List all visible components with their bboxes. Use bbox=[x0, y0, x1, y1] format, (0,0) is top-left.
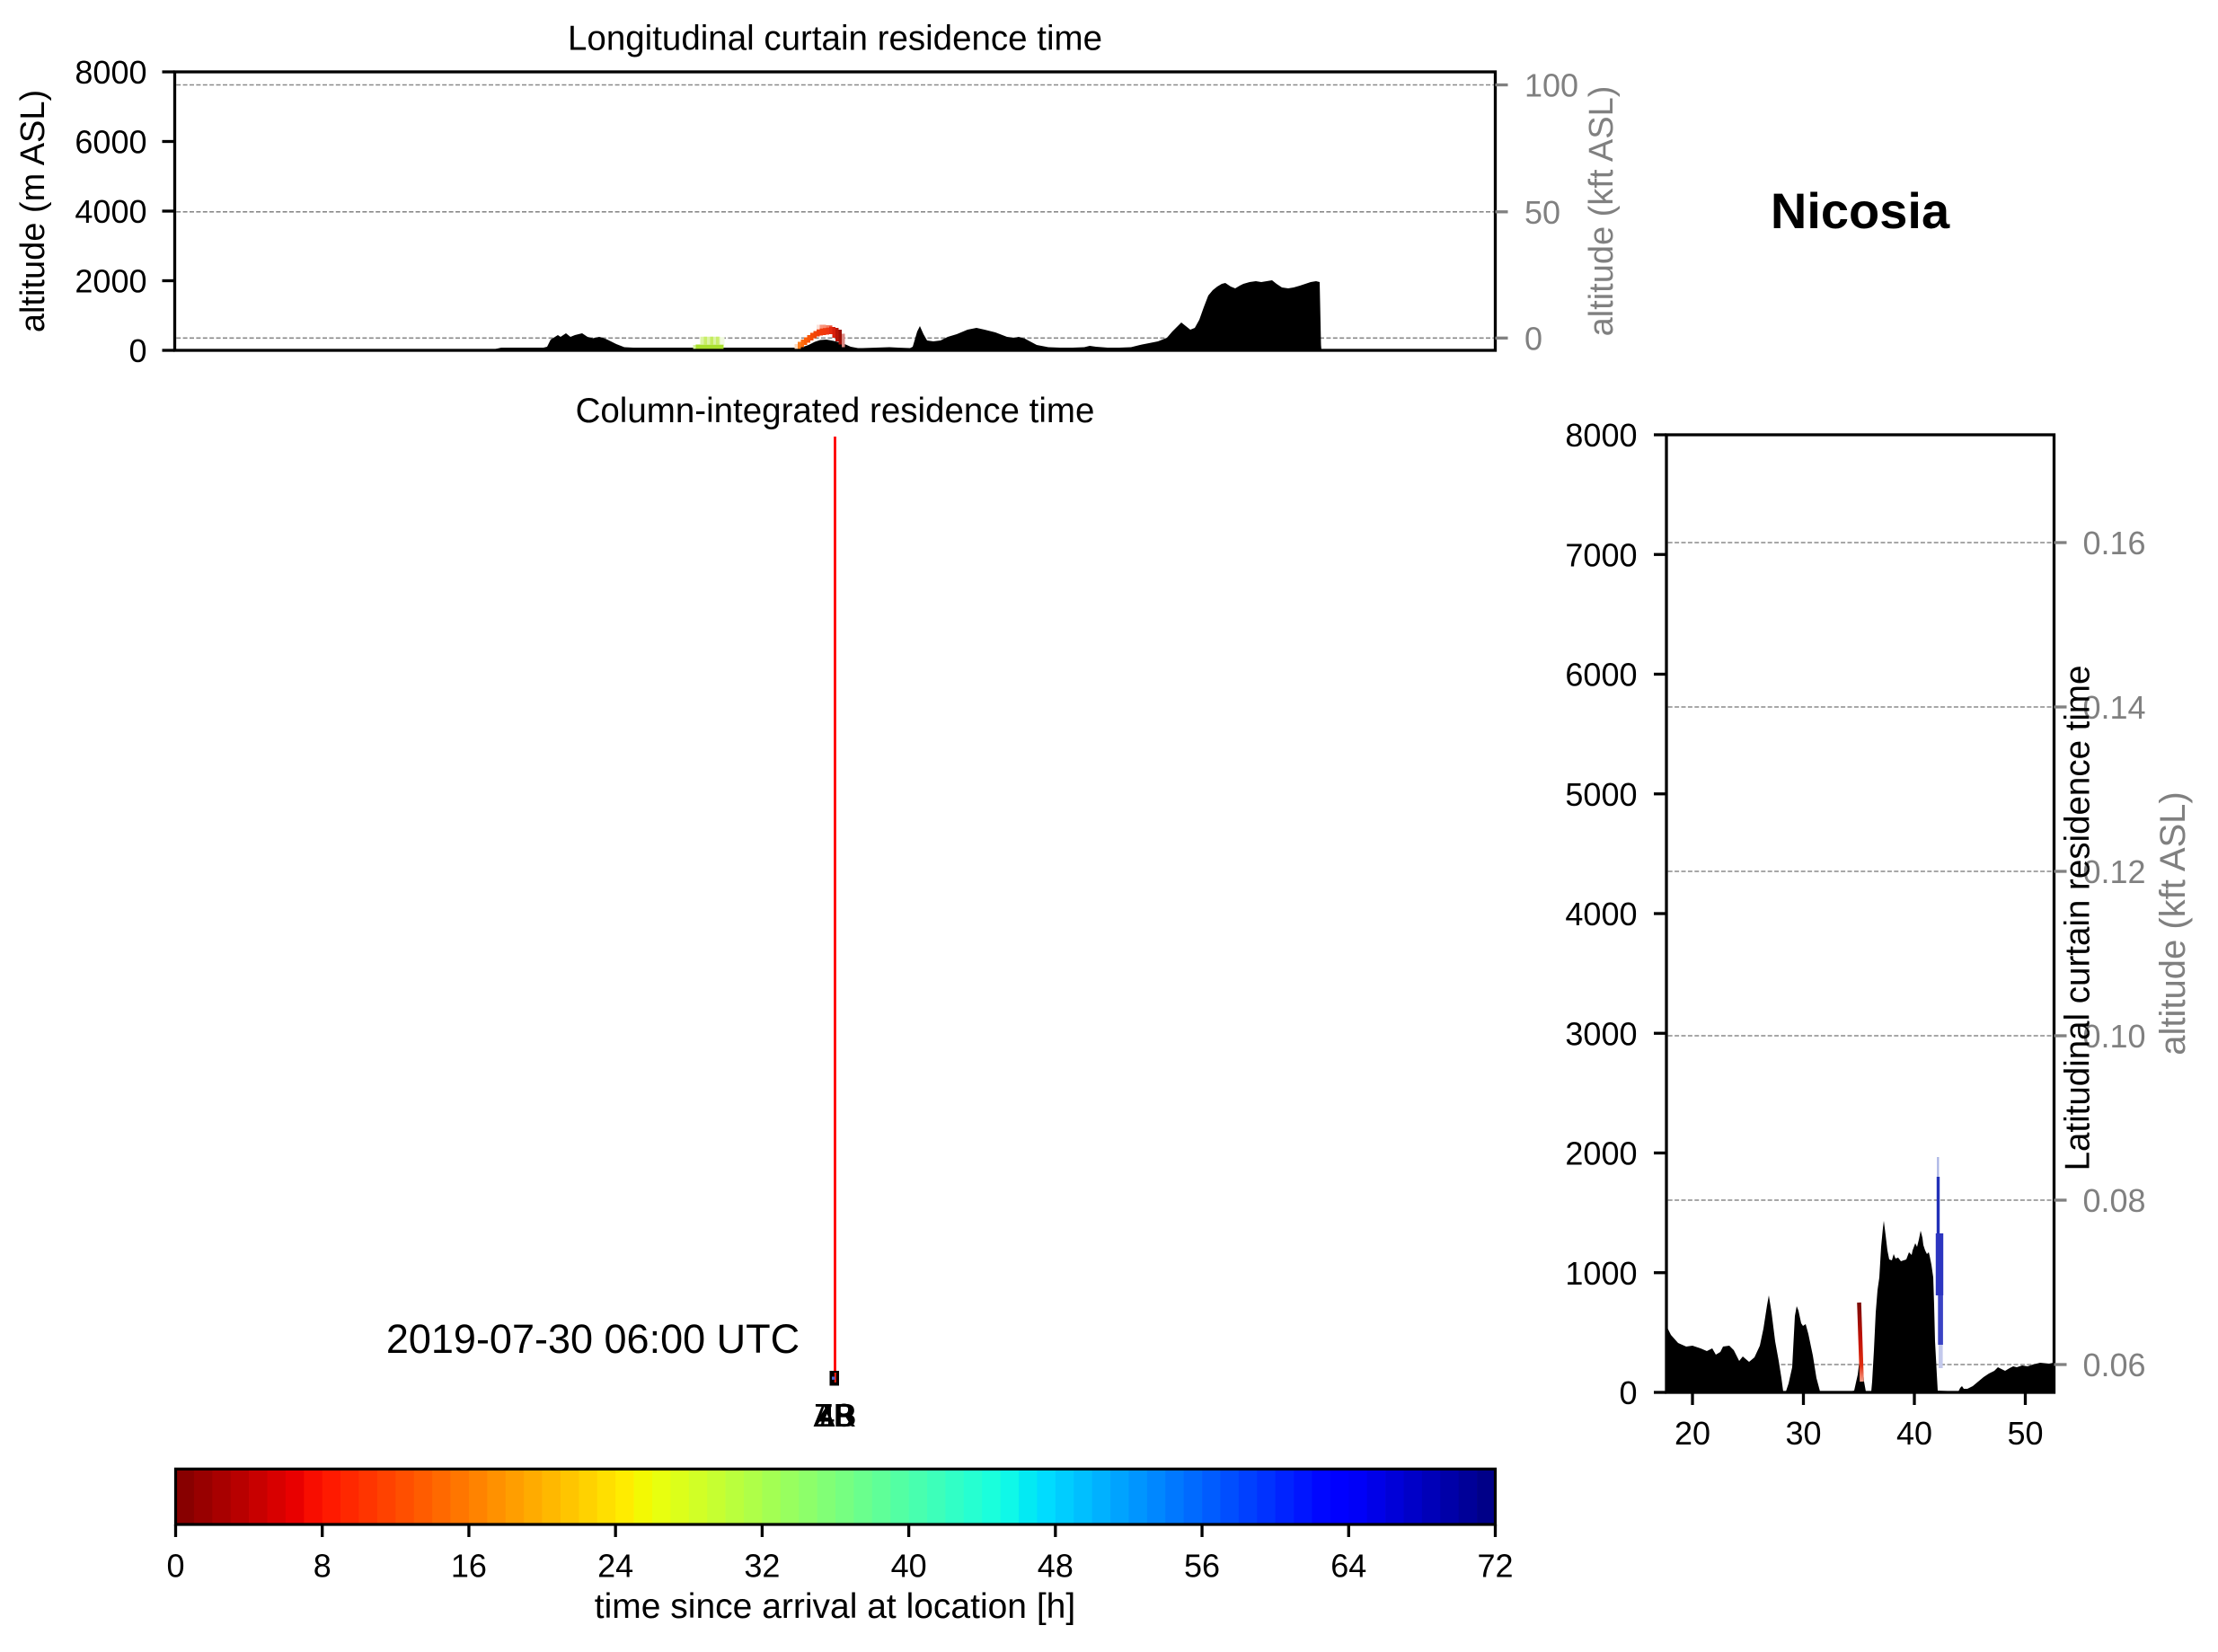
svg-text:2019-07-30 06:00 UTC: 2019-07-30 06:00 UTC bbox=[386, 1316, 800, 1362]
svg-text:6000: 6000 bbox=[75, 124, 146, 161]
svg-text:Column-integrated residence ti: Column-integrated residence time bbox=[576, 392, 1095, 430]
svg-text:50: 50 bbox=[2007, 1415, 2043, 1452]
svg-text:8000: 8000 bbox=[1565, 417, 1637, 454]
svg-text:AB: AB bbox=[813, 1397, 856, 1434]
svg-text:72: 72 bbox=[1477, 1548, 1513, 1585]
svg-text:altitude (m ASL): altitude (m ASL) bbox=[14, 90, 52, 332]
svg-text:Longitudinal curtain residence: Longitudinal curtain residence time bbox=[568, 20, 1102, 58]
svg-text:40: 40 bbox=[1896, 1415, 1932, 1452]
svg-text:30: 30 bbox=[1785, 1415, 1821, 1452]
svg-text:0: 0 bbox=[128, 332, 146, 369]
svg-text:32: 32 bbox=[744, 1548, 780, 1585]
svg-text:2000: 2000 bbox=[1565, 1135, 1637, 1172]
svg-text:40: 40 bbox=[891, 1548, 927, 1585]
svg-text:56: 56 bbox=[1184, 1548, 1220, 1585]
svg-text:ZR: ZR bbox=[814, 1397, 857, 1434]
svg-text:4000: 4000 bbox=[75, 193, 146, 230]
svg-text:48: 48 bbox=[817, 1397, 853, 1434]
svg-text:4000: 4000 bbox=[1565, 896, 1637, 932]
svg-text:0.14: 0.14 bbox=[2083, 689, 2146, 726]
svg-text:0: 0 bbox=[1524, 320, 1542, 357]
svg-text:0.06: 0.06 bbox=[2083, 1347, 2146, 1383]
svg-text:Nicosia: Nicosia bbox=[1771, 182, 1950, 239]
svg-text:7B: 7B bbox=[815, 1397, 854, 1434]
svg-text:6000: 6000 bbox=[1565, 657, 1637, 693]
svg-text:100: 100 bbox=[1524, 67, 1578, 104]
svg-text:50: 50 bbox=[1524, 194, 1560, 231]
svg-text:0: 0 bbox=[1619, 1374, 1637, 1411]
svg-text:16: 16 bbox=[451, 1548, 487, 1585]
svg-text:8: 8 bbox=[314, 1548, 331, 1585]
svg-text:48: 48 bbox=[1038, 1548, 1074, 1585]
svg-text:8000: 8000 bbox=[75, 54, 146, 91]
svg-text:altitude (kft ASL): altitude (kft ASL) bbox=[2153, 791, 2193, 1055]
svg-text:24: 24 bbox=[597, 1548, 633, 1585]
svg-text:5000: 5000 bbox=[1565, 776, 1637, 813]
svg-text:Latitudinal curtain residence: Latitudinal curtain residence time bbox=[2059, 666, 2098, 1171]
svg-text:0: 0 bbox=[166, 1548, 184, 1585]
svg-text:0.12: 0.12 bbox=[2083, 853, 2146, 890]
svg-text:3000: 3000 bbox=[1565, 1015, 1637, 1052]
svg-text:64: 64 bbox=[1330, 1548, 1366, 1585]
svg-text:0.10: 0.10 bbox=[2083, 1018, 2146, 1055]
svg-text:altitude (kft ASL): altitude (kft ASL) bbox=[1583, 86, 1621, 337]
svg-text:0.08: 0.08 bbox=[2083, 1182, 2146, 1219]
svg-text:7000: 7000 bbox=[1565, 536, 1637, 573]
svg-text:20: 20 bbox=[1675, 1415, 1710, 1452]
svg-text:0.16: 0.16 bbox=[2083, 525, 2146, 561]
svg-text:2000: 2000 bbox=[75, 263, 146, 300]
svg-text:time since arrival at location: time since arrival at location [h] bbox=[595, 1587, 1075, 1626]
svg-text:1000: 1000 bbox=[1565, 1255, 1637, 1292]
